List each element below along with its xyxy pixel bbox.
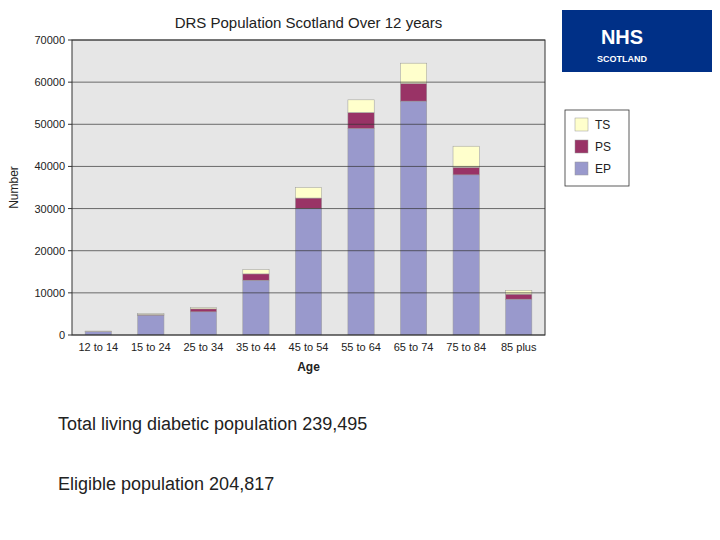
bar-segment <box>506 299 532 335</box>
grid-line <box>72 292 545 293</box>
bar-segment <box>85 332 111 335</box>
bars <box>85 63 532 335</box>
bar-segment <box>453 175 479 335</box>
bar-segment <box>243 270 269 274</box>
bar-segment <box>348 112 374 128</box>
bar-segment <box>190 308 216 309</box>
bar-segment <box>506 294 532 299</box>
y-tick <box>68 166 72 167</box>
bar-segment <box>348 100 374 113</box>
annotation: Total living diabetic population 239,495 <box>58 414 367 434</box>
bar-segment <box>190 309 216 312</box>
bar-segment <box>243 274 269 280</box>
bar-segment <box>400 83 426 101</box>
y-tick-label: 10000 <box>34 287 65 299</box>
grid-line <box>72 250 545 251</box>
legend-frame <box>565 110 629 186</box>
bar-segment <box>453 167 479 175</box>
chart: 0 10000 20000 30000 40000 50000 60000 70000 12 t… <box>0 0 720 540</box>
bar-segment <box>295 188 321 199</box>
x-tick-label: 65 to 74 <box>394 341 434 353</box>
legend-swatch <box>575 140 588 153</box>
x-axis-label: Age <box>297 360 320 374</box>
x-tick-label: 12 to 14 <box>78 341 118 353</box>
logo-box <box>562 10 712 72</box>
title: DRS Population Scotland Over 12 years <box>175 14 443 31</box>
bar-segment <box>138 313 164 315</box>
x-tick-label: 55 to 64 <box>341 341 381 353</box>
y-tick <box>68 208 72 209</box>
y-tick <box>68 292 72 293</box>
legend-swatch <box>575 118 588 131</box>
bar-segment <box>295 198 321 209</box>
y-tick-label: 20000 <box>34 245 65 257</box>
x-tick-label: 45 to 54 <box>289 341 329 353</box>
y-tick <box>68 124 72 125</box>
logo-text: SCOTLAND <box>597 54 647 64</box>
grid-line <box>72 124 545 125</box>
legend-swatch <box>575 162 588 175</box>
y-tick <box>68 40 72 41</box>
y-tick-label: 50000 <box>34 118 65 130</box>
logo-text: NHS <box>601 26 643 48</box>
plot-frame <box>72 40 545 335</box>
x-tick-label: 85 plus <box>501 341 537 353</box>
legend-label: EP <box>595 162 611 176</box>
legend: TS PS EP <box>565 110 629 186</box>
annotation: Eligible population 204,817 <box>58 474 274 494</box>
bar-segment <box>190 312 216 335</box>
bar-segment <box>348 129 374 336</box>
bar-segment <box>85 331 111 332</box>
bar-segment <box>400 63 426 83</box>
x-tick-label: 15 to 24 <box>131 341 171 353</box>
legend-label: TS <box>595 118 610 132</box>
grid-line <box>72 208 545 209</box>
plot-background <box>72 40 545 335</box>
y-tick-label: 30000 <box>34 203 65 215</box>
bar-segment <box>85 331 111 332</box>
bar-segment <box>138 314 164 316</box>
y-tick-label: 70000 <box>34 34 65 46</box>
y-tick-label: 60000 <box>34 76 65 88</box>
x-tick-label: 35 to 44 <box>236 341 276 353</box>
y-tick <box>68 82 72 83</box>
x-tick-label: 25 to 34 <box>184 341 224 353</box>
bar-segment <box>506 290 532 294</box>
bar-segment <box>243 280 269 335</box>
grid-line <box>72 82 545 83</box>
bar-segment <box>400 101 426 335</box>
y-tick-label: 0 <box>59 329 65 341</box>
x-tick-label: 75 to 84 <box>446 341 486 353</box>
bar-segment <box>295 209 321 335</box>
y-tick-label: 40000 <box>34 160 65 172</box>
legend-label: PS <box>595 140 611 154</box>
grid <box>72 40 545 335</box>
grid-line <box>72 166 545 167</box>
y-tick <box>68 250 72 251</box>
y-axis-label: Number <box>7 166 21 209</box>
bar-segment <box>138 315 164 335</box>
y-tick <box>68 335 72 336</box>
bar-segment <box>453 146 479 167</box>
